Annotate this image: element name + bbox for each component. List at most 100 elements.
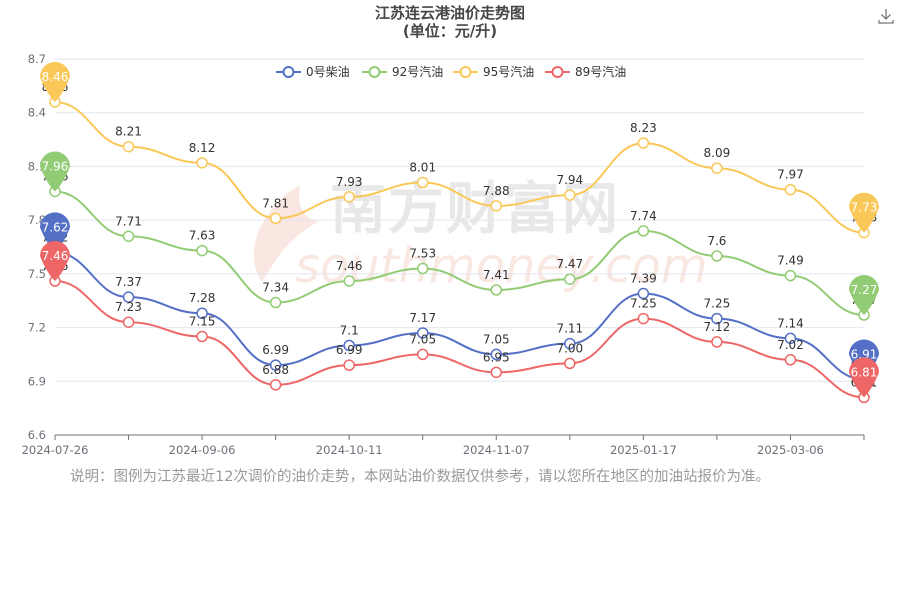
data-label: 7.41 [483,268,510,282]
data-point [343,275,355,287]
y-tick-label: 8.4 [28,106,46,120]
chart-note: 说明：图例为江苏最近12次调价的油价走势，本网站油价数据仅供参考，请以您所在地区… [70,469,770,485]
legend-label: 95号汽油 [483,64,534,79]
legend-item[interactable]: 0号柴油 [276,65,350,79]
data-label: 7.11 [556,322,583,336]
data-point [196,157,208,169]
x-tick-label: 2025-01-17 [610,443,677,457]
legend-marker [368,66,381,78]
watermark-cn: 南方财富网 [330,177,620,242]
legend-item[interactable]: 92号汽油 [362,64,443,79]
data-point [269,212,282,225]
data-point [637,225,650,237]
data-point [343,191,355,203]
series-line [54,280,865,399]
data-point [122,230,135,243]
data-point [637,287,650,300]
data-label: 7.25 [704,297,731,311]
data-point [711,336,723,348]
marker-pin-shape [40,151,70,192]
data-point [122,140,135,153]
data-point [416,348,429,361]
data-label: 7.74 [630,209,657,223]
data-point [269,379,282,391]
data-point [711,250,723,262]
marker-pin-label: 7.46 [42,249,69,263]
data-point [490,200,503,212]
data-label: 7.93 [336,175,363,189]
data-label: 7.25 [630,297,657,311]
marker-pin: 7.27 [849,275,879,316]
marker-pin: 6.81 [849,357,879,398]
marker-pin-label: 7.96 [42,159,69,173]
data-point [122,316,135,328]
marker-pin-label: 7.73 [851,201,878,215]
y-tick-label: 6.9 [28,374,46,388]
legend-label: 0号柴油 [306,65,350,79]
x-tick-label: 2024-07-26 [22,443,89,457]
x-tick-label: 2024-11-07 [463,443,530,457]
data-label: 7.1 [340,323,359,337]
marker-pin-shape [40,61,70,102]
data-label: 7.00 [556,341,583,355]
data-label: 6.95 [483,350,510,364]
data-point [784,332,797,345]
data-label: 8.12 [189,141,216,155]
data-label: 7.71 [115,214,142,228]
data-label: 7.47 [556,257,583,271]
legend-label: 89号汽油 [575,64,626,79]
data-point [196,244,208,257]
data-label: 7.46 [336,259,363,273]
legend-label: 92号汽油 [392,64,443,79]
legend-marker [459,66,472,78]
data-label: 7.49 [777,254,804,268]
data-label: 8.01 [409,161,436,175]
watermark-logo [253,185,318,282]
data-point [269,296,282,309]
data-label: 6.99 [336,343,363,357]
data-label: 7.23 [115,300,142,314]
data-label: 7.37 [115,275,142,289]
marker-pin-label: 6.81 [851,365,878,379]
data-point [564,337,576,350]
legend-item[interactable]: 95号汽油 [453,64,534,79]
marker-pin-shape [40,241,70,282]
data-label: 7.88 [483,184,510,198]
marker-pin-label: 6.91 [851,347,878,361]
data-point [490,366,503,379]
data-point [784,269,797,282]
data-point [564,357,576,370]
data-label: 7.81 [262,196,289,210]
data-point [637,137,650,149]
data-point [196,307,208,319]
data-point [564,273,576,285]
data-label: 7.63 [189,229,216,243]
data-label: 8.21 [115,125,142,139]
data-label: 7.05 [483,332,510,346]
data-label: 6.99 [262,343,289,357]
data-point [122,291,135,303]
data-point [416,262,429,275]
legend-marker [551,66,564,78]
data-label: 7.12 [704,320,731,334]
data-label: 7.02 [777,338,804,352]
data-point [711,312,723,325]
data-label: 7.15 [189,315,216,329]
y-tick-label: 7.5 [28,267,46,281]
data-point [196,330,208,343]
download-icon[interactable] [876,6,896,26]
data-point [711,162,723,174]
data-label: 7.17 [409,311,436,325]
chart-title: 江苏连云港油价走势图 [374,4,525,22]
data-point [343,359,355,371]
series-line [54,100,865,234]
legend-marker [282,66,295,78]
marker-pin: 7.62 [40,212,70,253]
data-label: 7.28 [189,291,216,305]
data-point [564,189,576,201]
x-tick-label: 2024-10-11 [316,443,383,457]
data-label: 7.94 [556,173,583,187]
data-point [269,359,282,371]
legend-item[interactable]: 89号汽油 [545,64,626,79]
